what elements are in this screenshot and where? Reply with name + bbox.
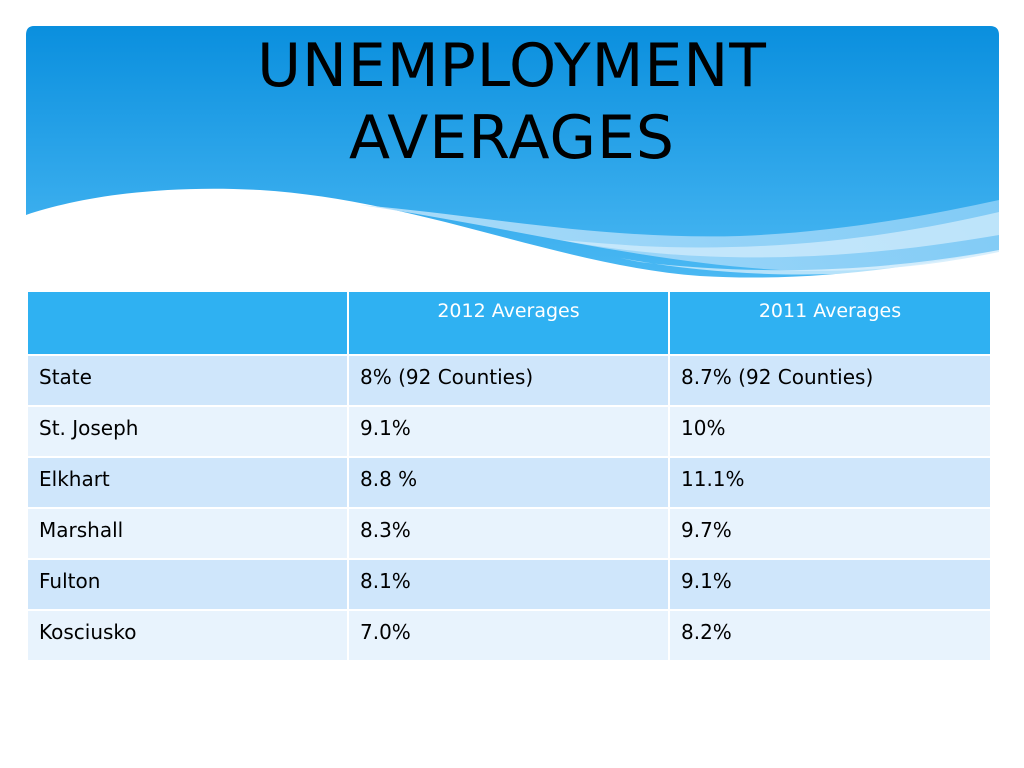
title-line-1: UNEMPLOYMENT [257,31,767,101]
table-row: St. Joseph 9.1% 10% [26,405,992,458]
cell-region: St. Joseph [26,405,349,458]
cell-2012: 9.1% [347,405,670,458]
cell-2011: 11.1% [668,456,992,509]
table-header-row: 2012 Averages 2011 Averages [26,290,992,356]
table-row: Elkhart 8.8 % 11.1% [26,456,992,509]
cell-2012: 8.8 % [347,456,670,509]
cell-2011: 8.2% [668,609,992,662]
table-row: State 8% (92 Counties) 8.7% (92 Counties… [26,354,992,407]
table-row: Kosciusko 7.0% 8.2% [26,609,992,662]
title-line-2: AVERAGES [349,103,675,173]
header-cell-region [26,290,349,356]
cell-2011: 9.7% [668,507,992,560]
cell-2011: 9.1% [668,558,992,611]
cell-2012: 7.0% [347,609,670,662]
slide-title: UNEMPLOYMENT AVERAGES [0,30,1024,174]
header-cell-2012: 2012 Averages [347,290,670,356]
cell-2011: 8.7% (92 Counties) [668,354,992,407]
cell-2011: 10% [668,405,992,458]
cell-2012: 8% (92 Counties) [347,354,670,407]
cell-2012: 8.1% [347,558,670,611]
cell-region: Fulton [26,558,349,611]
cell-region: Kosciusko [26,609,349,662]
cell-2012: 8.3% [347,507,670,560]
table-row: Marshall 8.3% 9.7% [26,507,992,560]
cell-region: State [26,354,349,407]
cell-region: Marshall [26,507,349,560]
table-row: Fulton 8.1% 9.1% [26,558,992,611]
header-cell-2011: 2011 Averages [668,290,992,356]
header-wave-background [26,26,999,278]
unemployment-table: 2012 Averages 2011 Averages State 8% (92… [26,290,992,662]
cell-region: Elkhart [26,456,349,509]
